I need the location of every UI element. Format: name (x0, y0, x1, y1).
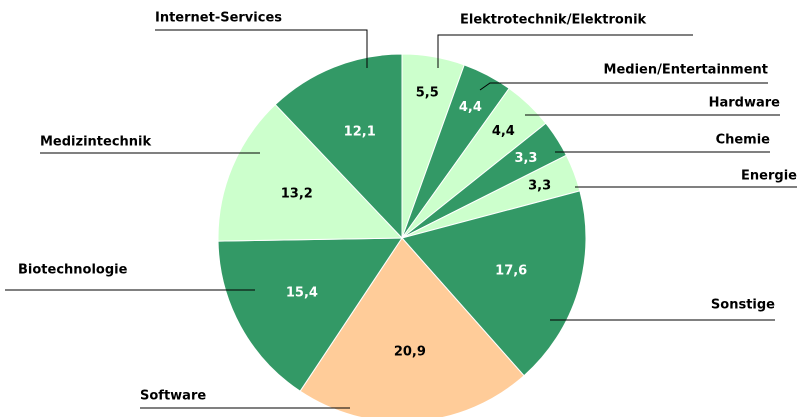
leader-line (155, 29, 368, 68)
pie-slice (217, 103, 404, 242)
value-label: 5,5 (416, 85, 439, 100)
category-label: Chemie (716, 133, 771, 148)
value-label: 20,9 (394, 344, 426, 359)
category-label: Medien/Entertainment (604, 63, 768, 78)
pie-slice (299, 237, 525, 417)
value-label: 15,4 (286, 285, 318, 300)
value-label: 17,6 (495, 263, 527, 278)
value-label: 4,4 (459, 100, 482, 115)
leader-line (479, 82, 768, 91)
leader-line (437, 34, 693, 68)
category-label: Medizintechnik (40, 135, 151, 150)
value-label: 3,3 (528, 178, 551, 193)
value-label: 13,2 (281, 186, 313, 201)
category-label: Biotechnologie (18, 263, 128, 278)
category-label: Internet-Services (155, 11, 282, 26)
category-label: Energie (741, 169, 797, 184)
category-label: Hardware (709, 96, 781, 111)
pie-slice (401, 190, 587, 377)
category-label: Software (140, 389, 206, 404)
pie-slice (217, 237, 403, 392)
value-label: 3,3 (514, 151, 537, 166)
category-label: Elektrotechnik/Elektronik (460, 13, 647, 28)
value-label: 12,1 (344, 125, 376, 140)
value-label: 4,4 (492, 124, 515, 139)
category-label: Sonstige (711, 298, 775, 313)
pie-slice (274, 53, 403, 240)
